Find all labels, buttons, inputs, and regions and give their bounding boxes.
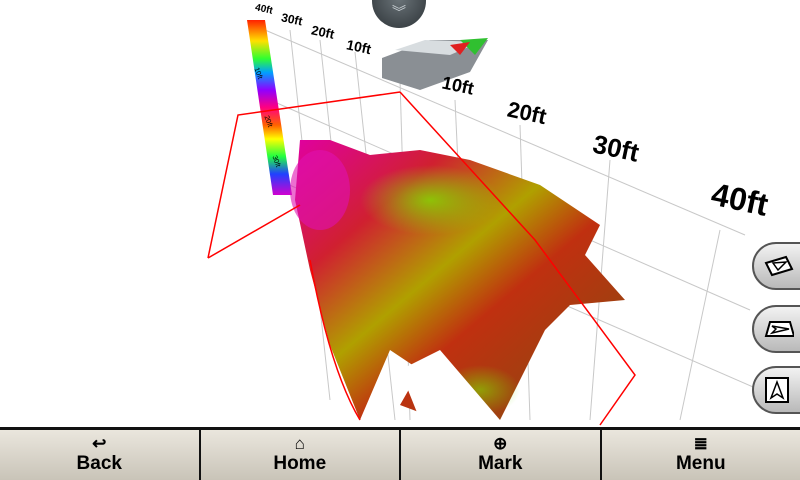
crosshair-icon: ⊕ (493, 434, 508, 453)
view-angle-1-button[interactable] (752, 242, 800, 290)
sonar-bottom-surface (290, 140, 625, 420)
sonar-3d-view[interactable] (0, 0, 800, 428)
side-arrow-icon (764, 321, 794, 337)
back-label: Back (76, 453, 122, 474)
double-chevron-down-icon: ︾ (392, 4, 406, 20)
menu-button[interactable]: ≣ Menu (601, 430, 800, 480)
bottom-toolbar: ↩ Back ⌂ Home ⊕ Mark ≣ Menu (0, 427, 800, 480)
view-angle-2-button[interactable] (752, 305, 800, 353)
menu-label: Menu (675, 453, 726, 474)
menu-list-icon: ≣ (693, 434, 708, 453)
mark-button[interactable]: ⊕ Mark (401, 430, 600, 480)
boat-icon (382, 38, 488, 90)
perspective-arrow-icon (764, 255, 794, 277)
top-arrow-icon (765, 377, 789, 403)
home-label: Home (273, 453, 327, 474)
view-top-button[interactable] (752, 366, 800, 414)
home-button[interactable]: ⌂ Home (200, 430, 399, 480)
back-button[interactable]: ↩ Back (0, 430, 199, 480)
home-icon: ⌂ (294, 434, 305, 453)
sonar-beam-outline (207, 91, 636, 426)
mark-label: Mark (478, 453, 523, 474)
back-arrow-icon: ↩ (92, 434, 107, 453)
depth-color-scale (247, 20, 292, 195)
